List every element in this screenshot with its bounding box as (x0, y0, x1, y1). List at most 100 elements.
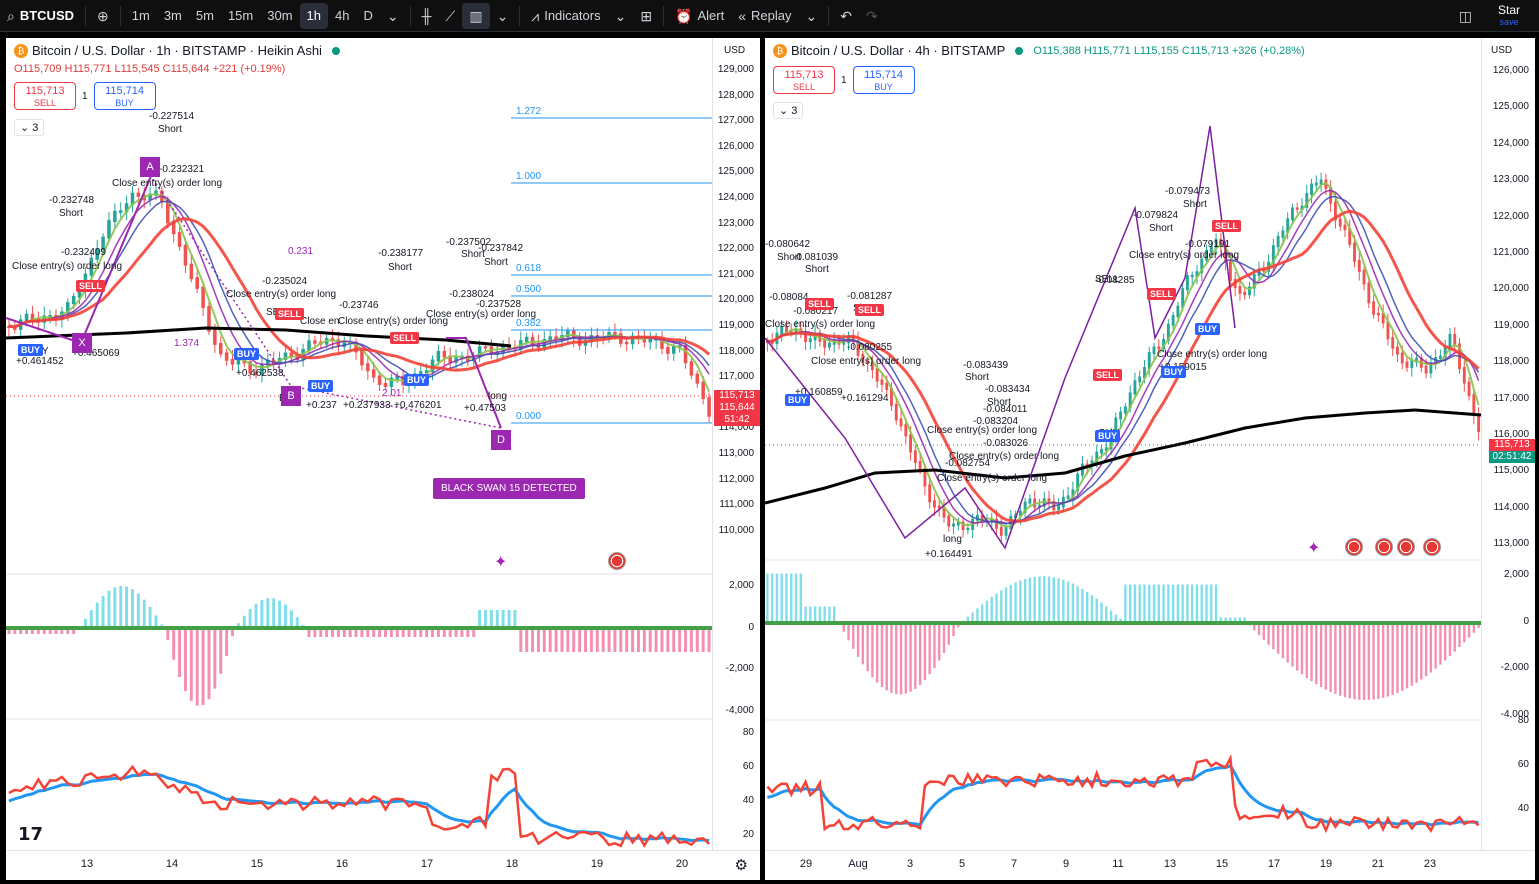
last-price-tag: 115,713 (1489, 439, 1535, 451)
replay-button[interactable]: « Replay (731, 3, 798, 29)
indicators-dropdown[interactable]: ⌄ (608, 3, 634, 29)
interval-d[interactable]: D (356, 3, 379, 29)
price-tick-label: 117,000 (1493, 392, 1529, 404)
chart-type-dropdown[interactable]: ⌄ (490, 3, 516, 29)
candle-body (1190, 274, 1194, 278)
right-chart-panel[interactable]: ₿ Bitcoin / U.S. Dollar · 4h · BITSTAMP … (765, 38, 1535, 880)
trade-annotation: Short (1149, 223, 1173, 234)
signal-badge-sell: SELL (1093, 369, 1123, 381)
left-indicators-collapse[interactable]: ⌄ 3 (14, 119, 45, 136)
chart-type-bars[interactable]: ▥ (462, 2, 490, 29)
us-flag-icon[interactable] (1375, 538, 1393, 556)
left-price-axis[interactable]: USD 129,000 128,000 127,000 126,000 125,000 1… (712, 38, 760, 880)
left-buy-button[interactable]: 115,714 BUY (93, 82, 156, 110)
save-button[interactable]: Star save (1479, 4, 1539, 28)
left-currency-selector[interactable]: USD (724, 45, 746, 56)
buy-price: 115,714 (105, 85, 145, 97)
ema-black-line (6, 326, 512, 348)
right-sell-button[interactable]: 115,713 SELL (773, 66, 835, 94)
us-flag-icon[interactable] (608, 552, 626, 570)
us-flag-icon[interactable] (1397, 538, 1415, 556)
interval-1m[interactable]: 1m (125, 3, 157, 29)
right-currency-selector[interactable]: USD (1491, 45, 1513, 56)
candle-body (842, 341, 846, 345)
indicators-button[interactable]: ⩘ Indicators (524, 3, 607, 29)
trade-annotation: -0.080642 (765, 239, 811, 250)
candle-body (1038, 504, 1041, 508)
interval-dropdown[interactable]: ⌄ (380, 3, 406, 29)
undo-button[interactable]: ↶ (833, 3, 859, 29)
candle-body (1438, 355, 1442, 359)
chevron-down-icon: ⌄ (496, 7, 509, 24)
replay-dropdown[interactable]: ⌄ (798, 3, 824, 29)
right-price-axis[interactable]: USD 126,000 125,000 124,000 123,000 122,000 1… (1481, 38, 1535, 880)
chevron-down-icon: ⌄ (20, 122, 30, 134)
candle-body (1219, 238, 1223, 247)
price-tick-label: 120,000 (1492, 283, 1529, 295)
trade-annotation: +0.462538 (236, 368, 284, 379)
sparkle-icon[interactable]: ✦ (494, 554, 508, 571)
trade-annotation: +0.465069 (72, 348, 120, 359)
sparkle-icon[interactable]: ✦ (1307, 540, 1321, 557)
left-sell-button[interactable]: 115,713 SELL (14, 82, 76, 110)
price-tick-label: 123,000 (1492, 174, 1529, 186)
right-buy-button[interactable]: 115,714 BUY (852, 66, 915, 94)
signal-badge-buy: BUY (785, 394, 811, 406)
interval-15m[interactable]: 15m (221, 3, 260, 29)
price-tick-label: 129,000 (717, 64, 754, 75)
candle-body (1477, 413, 1481, 433)
collapse-count: 3 (32, 122, 39, 134)
right-chart-canvas[interactable] (765, 38, 1535, 880)
indicators-label: Indicators (544, 8, 601, 23)
candle-body (336, 339, 341, 348)
candle-body (933, 500, 936, 508)
sell-label: SELL (33, 98, 57, 108)
left-chart-panel[interactable]: ₿ Bitcoin / U.S. Dollar · 1h · BITSTAMP … (6, 38, 760, 880)
trade-annotation: -0.08285 (1095, 275, 1135, 286)
candle-body (95, 248, 99, 260)
trade-annotation: -0.081039 (793, 252, 839, 263)
signal-badge-buy: BUY (404, 374, 430, 386)
chart-type-candles[interactable]: ╫ (415, 3, 439, 29)
candle-body (30, 313, 35, 321)
interval-30m[interactable]: 30m (260, 3, 299, 29)
trade-annotation: +0.164491 (925, 549, 973, 560)
candle-body (1085, 463, 1089, 467)
left-time-axis[interactable]: ⚙ 13 14 15 16 17 18 19 20 (6, 850, 760, 880)
interval-4h[interactable]: 4h (328, 3, 356, 29)
alarm-icon: ⏰ (675, 7, 693, 24)
us-flag-icon[interactable] (1423, 538, 1441, 556)
candle-body (377, 375, 382, 385)
left-legend-title: Bitcoin / U.S. Dollar · 1h · BITSTAMP · … (32, 43, 322, 58)
us-flag-icon[interactable] (1345, 538, 1363, 556)
left-chart-canvas[interactable] (6, 38, 760, 880)
harmonic-ratio-label: 2.01 (382, 388, 402, 399)
rsi-tick-label: 40 (1517, 803, 1529, 814)
time-tick-label: Aug (848, 858, 868, 870)
candle-body (1314, 182, 1318, 186)
candle-body (1152, 346, 1156, 355)
redo-button[interactable]: ↷ (859, 3, 885, 29)
price-tick-label: 111,000 (719, 499, 754, 511)
trade-annotation: Close entry(s) order long (338, 316, 449, 327)
compare-button[interactable]: ⊕ (90, 3, 116, 29)
candle-body (1147, 352, 1151, 370)
chart-type-line[interactable]: ⟋ (439, 3, 463, 29)
alert-button[interactable]: ⏰ Alert (668, 3, 731, 29)
candle-body (548, 336, 552, 342)
right-indicators-collapse[interactable]: ⌄ 3 (773, 102, 804, 119)
candle-body (360, 350, 364, 366)
settings-icon[interactable]: ⚙ (734, 857, 748, 874)
signal-badge-sell: SELL (805, 298, 835, 310)
candle-body (894, 403, 898, 421)
symbol-search-button[interactable]: ⌕ BTCUSD (0, 3, 81, 29)
layout-button[interactable]: ⊞ (633, 3, 659, 29)
interval-3m[interactable]: 3m (157, 3, 189, 29)
indicators-icon: ⩘ (531, 7, 540, 24)
fullscreen-button[interactable]: ◫ (1452, 3, 1479, 29)
interval-5m[interactable]: 5m (189, 3, 221, 29)
candle-body (1271, 245, 1275, 264)
interval-1h[interactable]: 1h (299, 2, 328, 29)
candle-body (875, 368, 879, 382)
right-time-axis[interactable]: 29 Aug 3 5 7 9 11 13 15 17 19 21 23 (765, 850, 1535, 880)
